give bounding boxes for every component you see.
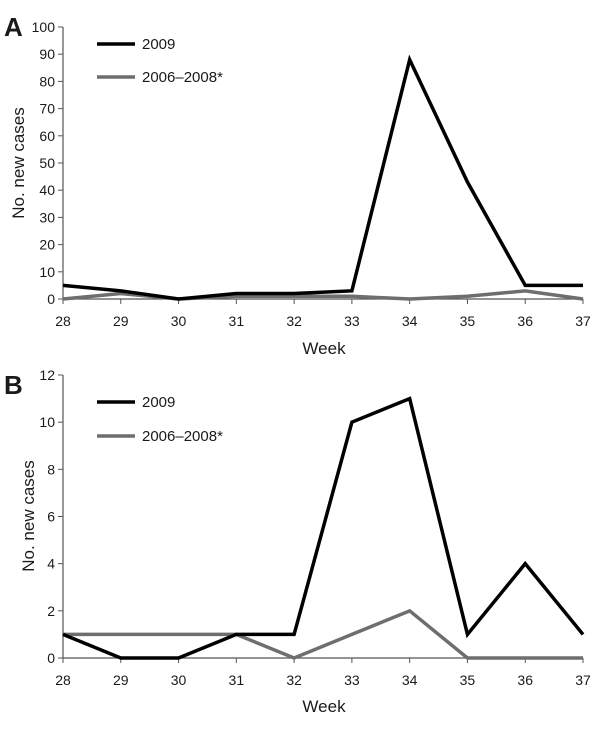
x-tick-label-b: 32: [286, 672, 302, 688]
series-line-2009-a: [62, 54, 583, 301]
y-axis-title-b: No. new cases: [19, 460, 38, 572]
x-tick-label-a: 28: [55, 313, 71, 329]
series-line-2009-b: [62, 396, 585, 660]
x-tick-label-a: 31: [229, 313, 245, 329]
x-tick-label-b: 28: [55, 672, 71, 688]
y-tick-label-a: 80: [39, 73, 55, 89]
y-tick-label-a: 100: [32, 19, 56, 35]
panel-a: A No. new cases Week 2009 2006–2008* 0 10…: [4, 12, 591, 358]
legend-a: 2009 2006–2008*: [97, 36, 223, 86]
y-tick-label-a: 20: [39, 237, 55, 253]
series-line-2006-2008-b: [63, 608, 583, 660]
y-axis-title-a: No. new cases: [9, 107, 28, 219]
y-tick-label-b: 12: [39, 367, 55, 383]
panel-label-a: A: [4, 12, 23, 42]
x-tick-label-b: 36: [517, 672, 533, 688]
panel-b: B No. new cases Week 2009 2006–2008* 0 2 4…: [4, 367, 591, 716]
y-tick-label-a: 40: [39, 182, 55, 198]
legend-label-2009-a: 2009: [142, 36, 175, 53]
x-tick-label-a: 37: [575, 313, 591, 329]
x-tick-label-b: 37: [575, 672, 591, 688]
plot-area-a: 0 10 20 30 40 50 60 70 80 90 100 28 29 30 31 32 33 34 35 36…: [32, 19, 591, 329]
x-axis-title-b: Week: [302, 697, 346, 716]
x-tick-label-a: 34: [402, 313, 418, 329]
panel-label-b: B: [4, 370, 23, 400]
x-tick-label-a: 35: [460, 313, 476, 329]
plot-area-b: 0 2 4 6 8 10 12 28 29 30 31 32 33 34 35 36 37: [39, 367, 591, 688]
x-tick-label-b: 34: [402, 672, 418, 688]
legend-label-2006-2008-b: 2006–2008*: [142, 428, 223, 445]
y-tick-label-b: 4: [47, 556, 55, 572]
x-tick-label-b: 30: [171, 672, 187, 688]
legend-label-2009-b: 2009: [142, 394, 175, 411]
y-tick-label-b: 0: [47, 650, 55, 666]
y-tick-label-a: 60: [39, 128, 55, 144]
x-tick-label-a: 36: [517, 313, 533, 329]
x-tick-label-b: 33: [344, 672, 360, 688]
y-tick-label-b: 6: [47, 509, 55, 525]
y-tick-label-a: 70: [39, 101, 55, 117]
x-tick-label-a: 30: [171, 313, 187, 329]
x-tick-label-a: 29: [113, 313, 129, 329]
y-tick-label-b: 2: [47, 603, 55, 619]
legend-b: 2009 2006–2008*: [97, 394, 223, 445]
x-tick-label-b: 35: [460, 672, 476, 688]
x-tick-label-b: 31: [229, 672, 245, 688]
y-tick-label-b: 8: [47, 461, 55, 477]
y-tick-label-a: 50: [39, 155, 55, 171]
legend-label-2006-2008-a: 2006–2008*: [142, 69, 223, 86]
x-tick-label-a: 32: [286, 313, 302, 329]
x-tick-label-b: 29: [113, 672, 129, 688]
y-tick-label-a: 10: [39, 264, 55, 280]
x-tick-label-a: 33: [344, 313, 360, 329]
y-tick-label-a: 90: [39, 46, 55, 62]
y-tick-label-a: 30: [39, 209, 55, 225]
y-tick-label-b: 10: [39, 414, 55, 430]
x-axis-title-a: Week: [302, 339, 346, 358]
y-tick-label-a: 0: [47, 291, 55, 307]
